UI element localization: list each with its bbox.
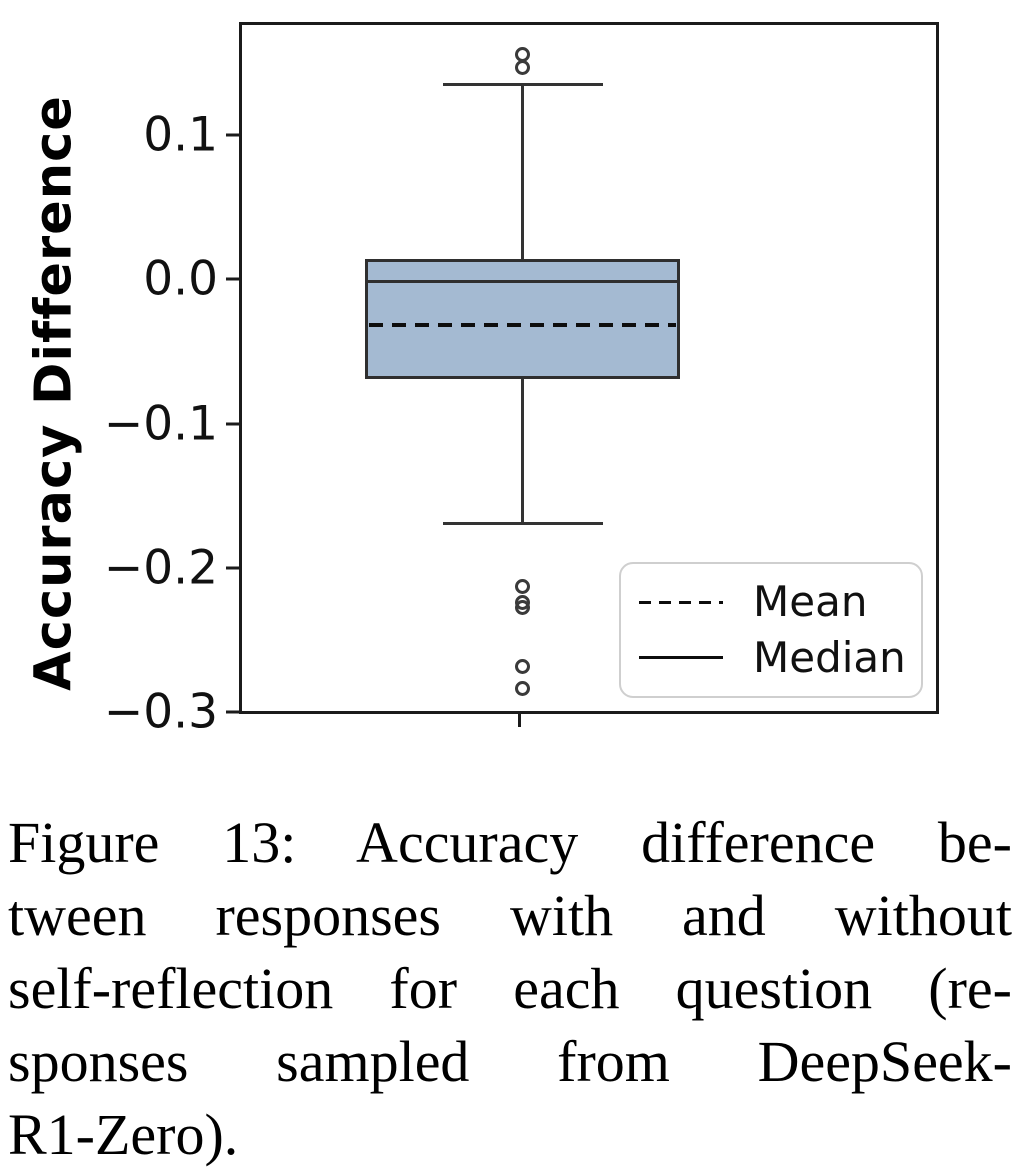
figure-caption: Figure 13: Accuracy difference be- tween… [8, 806, 1012, 1171]
upper-whisker-cap [443, 83, 603, 86]
y-tick-mark [226, 422, 239, 426]
outlier-point [515, 60, 530, 75]
lower-whisker-cap [443, 522, 603, 525]
legend-label: Median [753, 632, 906, 682]
y-tick-mark [226, 710, 239, 714]
y-tick-label: −0.3 [103, 684, 218, 740]
lower-whisker-line [521, 379, 524, 524]
outlier-point [515, 600, 530, 615]
caption-line: sponses sampled from DeepSeek- [8, 1029, 1012, 1094]
caption-line: tween responses with and without [8, 883, 1012, 948]
outlier-point [515, 579, 530, 594]
outlier-point [515, 681, 530, 696]
mean-dashed-line [369, 323, 676, 327]
y-axis-label: Accuracy Difference [24, 95, 84, 691]
median-line [365, 280, 680, 283]
y-tick-label: −0.2 [103, 540, 218, 596]
legend-item-median: Median [639, 632, 906, 682]
legend-item-mean: Mean [639, 581, 903, 623]
y-tick-mark [226, 133, 239, 137]
caption-line: self-reflection for each question (re- [8, 956, 1012, 1021]
dashed-line-swatch [639, 600, 723, 605]
y-tick-label: −0.1 [103, 396, 218, 452]
upper-whisker-line [521, 85, 524, 259]
solid-line-swatch [639, 655, 723, 660]
legend: Mean Median [619, 562, 923, 698]
y-tick-mark [226, 277, 239, 281]
y-tick-mark [226, 566, 239, 570]
x-tick-mark [518, 714, 521, 727]
caption-line: Figure 13: Accuracy difference be- [8, 810, 1012, 875]
iqr-box [365, 259, 680, 379]
y-tick-label: 0.0 [143, 251, 218, 307]
legend-label: Mean [753, 577, 868, 627]
plot-area: Mean Median [239, 22, 939, 714]
boxplot-chart: Accuracy Difference 0.1 0.0 −0.1 −0.2 −0… [24, 22, 939, 740]
outlier-point [515, 659, 530, 674]
y-tick-label: 0.1 [143, 107, 218, 163]
caption-line: R1-Zero). [8, 1102, 239, 1167]
